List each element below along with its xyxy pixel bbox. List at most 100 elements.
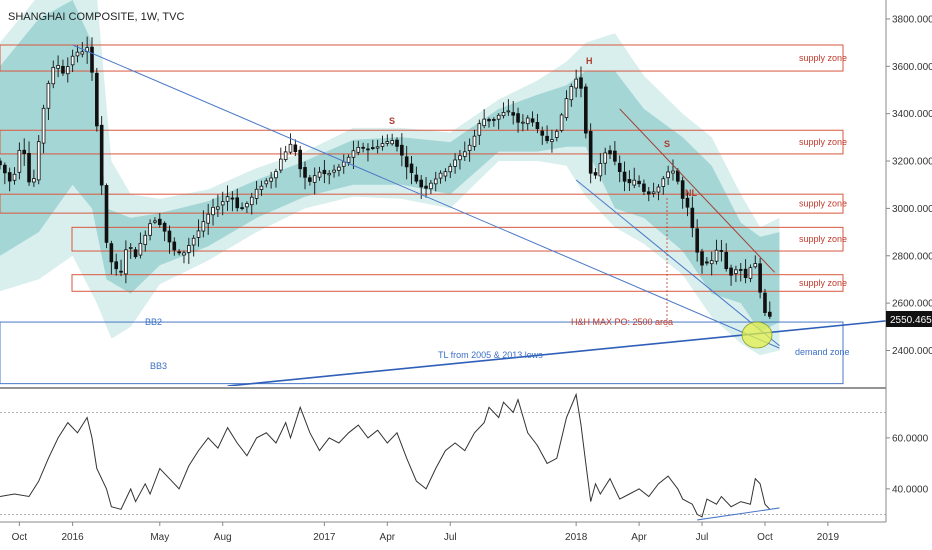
candle (700, 248, 704, 274)
candle (525, 115, 530, 131)
candle (322, 159, 327, 184)
candle (249, 192, 254, 215)
annotations: SHANGHAI COMPOSITE, 1W, TVC BB2 BB3 TL f… (8, 11, 850, 371)
candle (172, 237, 177, 256)
candle-body (646, 191, 651, 195)
candle-body (400, 144, 404, 156)
candle (579, 66, 583, 98)
candle (351, 140, 356, 170)
candle-body (322, 169, 327, 175)
candle-body (758, 263, 762, 293)
candle-body (709, 260, 714, 265)
candle (32, 169, 36, 187)
candle-body (588, 131, 593, 174)
candle-body (61, 65, 65, 74)
supply-zone-label: supply zone (799, 53, 847, 63)
supply-zones (0, 44, 844, 385)
candle-body (651, 191, 656, 194)
time-tick-label: Jul (696, 532, 709, 543)
candle-body (690, 207, 695, 229)
candle-body (109, 243, 114, 263)
candle (651, 182, 656, 198)
candle (729, 264, 733, 286)
candle-body (705, 261, 709, 264)
candle (433, 171, 438, 192)
candle-body (201, 221, 206, 232)
candle (477, 119, 482, 145)
candle (598, 153, 603, 182)
candle (283, 145, 288, 162)
candle (767, 301, 772, 319)
candle-body (235, 197, 240, 209)
candle (496, 113, 501, 130)
candle (0, 157, 2, 170)
candle-body (274, 171, 278, 179)
candle-body (351, 150, 356, 158)
candle-body (119, 270, 123, 273)
candle-body (700, 251, 704, 266)
price-pane: SHANGHAI COMPOSITE, 1W, TVC BB2 BB3 TL f… (0, 0, 886, 386)
candle-body (288, 143, 293, 153)
candle (661, 176, 666, 195)
candle-body (395, 139, 399, 147)
candle-body (138, 243, 143, 256)
supply-zone-5 (71, 274, 844, 292)
candle-body (317, 171, 322, 178)
candle (487, 117, 491, 128)
candle (385, 134, 390, 147)
candle-body (380, 143, 385, 147)
candle (646, 186, 651, 202)
bollinger-bands (0, 0, 780, 356)
candle (390, 133, 394, 146)
candle (738, 262, 743, 282)
candle (705, 257, 709, 266)
supply-zone-4 (71, 226, 844, 252)
candle (3, 162, 7, 185)
candle-body (157, 218, 162, 225)
price-tick-label: 3800.000 (892, 14, 932, 25)
candle (438, 170, 443, 184)
candle-body (3, 164, 7, 174)
rsi-axis: 40.0000 60.0000 (886, 433, 929, 495)
candle (458, 150, 462, 170)
candle (51, 60, 56, 89)
candle-body (370, 147, 375, 149)
candle (424, 177, 428, 198)
candle-body (613, 150, 617, 162)
candle (709, 251, 714, 276)
candle-body (245, 203, 249, 208)
candle (153, 217, 157, 225)
candle (182, 250, 186, 264)
candle (690, 196, 695, 238)
candle (70, 49, 75, 72)
candle-body (225, 196, 230, 202)
candle (157, 213, 162, 228)
candle-body (525, 117, 530, 125)
tl-2005-2013 (227, 320, 886, 386)
candle (143, 230, 148, 252)
candle-body (482, 118, 486, 127)
time-tick-label: 2019 (817, 532, 840, 543)
candle-body (337, 166, 341, 171)
candle-body (293, 144, 298, 153)
candle (734, 265, 738, 283)
candle (492, 117, 496, 127)
price-axis: 2400.000 2600.000 2800.000 3000.000 3200.000… (886, 14, 932, 357)
candle-body (41, 107, 46, 144)
candle-body (569, 86, 574, 101)
candle-body (550, 139, 554, 142)
candle (395, 137, 399, 152)
candle (264, 178, 269, 188)
supply-zone-label: supply zone (799, 278, 847, 288)
candle-body (680, 180, 685, 199)
candle (119, 259, 123, 277)
candle-body (419, 179, 424, 188)
candle (380, 135, 385, 151)
candle (680, 176, 685, 209)
candle-body (312, 175, 317, 183)
rsi-pane (0, 392, 886, 521)
candle-body (341, 161, 346, 167)
candle-body (75, 51, 80, 57)
candle-body (458, 155, 462, 161)
candle-body (56, 65, 60, 69)
